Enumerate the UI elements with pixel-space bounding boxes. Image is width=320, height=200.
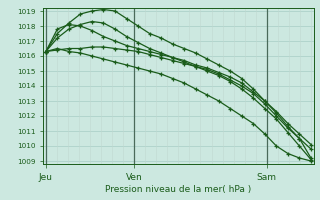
X-axis label: Pression niveau de la mer( hPa ): Pression niveau de la mer( hPa ) — [105, 185, 252, 194]
